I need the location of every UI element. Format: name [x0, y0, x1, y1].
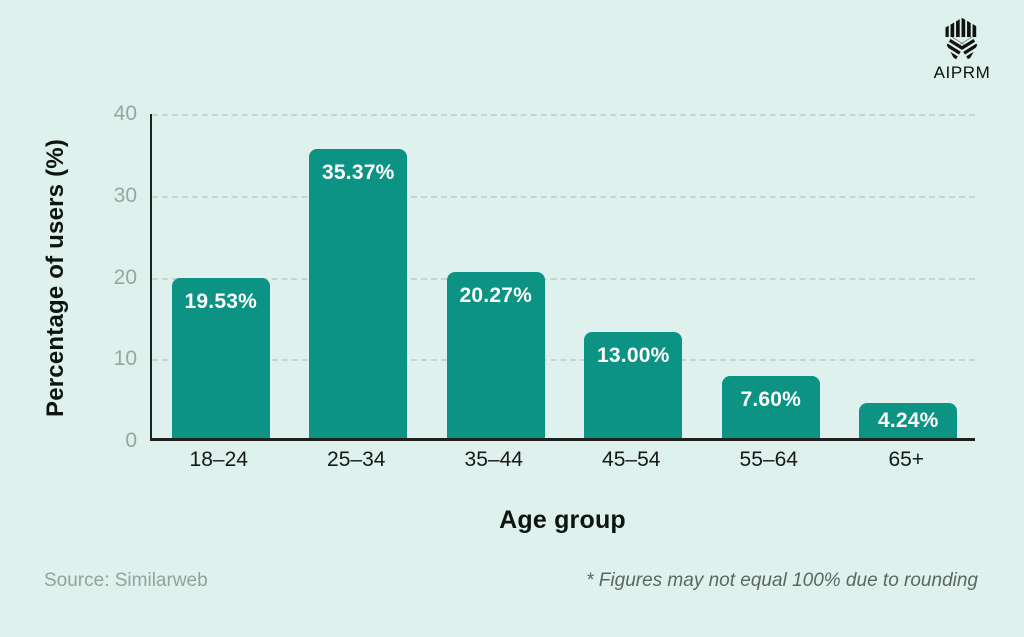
- plot-area: 19.53% 35.37% 20.27% 13.00% 7.60% 4.24%: [150, 114, 975, 441]
- bar-value-label: 19.53%: [184, 290, 257, 314]
- bar-value-label: 35.37%: [322, 160, 395, 184]
- gridline: [152, 114, 975, 116]
- x-tick-label: 45–54: [602, 448, 661, 471]
- y-tick-label: 30: [113, 183, 137, 207]
- aiprm-logo-icon: [941, 17, 983, 60]
- x-tick-label: 65+: [888, 448, 925, 471]
- rounding-note: * Figures may not equal 100% due to roun…: [586, 570, 978, 591]
- y-tick-label: 20: [113, 265, 137, 289]
- brand-logo: AIPRM: [920, 16, 1004, 83]
- y-tick-label: 10: [113, 347, 137, 371]
- bar-65+: 4.24%: [859, 403, 958, 438]
- gridline: [152, 359, 975, 362]
- x-tick-label: 25–34: [327, 448, 386, 471]
- bar-18–24: 19.53%: [171, 278, 270, 438]
- bar-value-label: 20.27%: [459, 284, 532, 308]
- bar-35–44: 20.27%: [446, 272, 545, 438]
- y-tick-label: 0: [125, 429, 137, 452]
- bar-value-label: 4.24%: [877, 409, 939, 433]
- y-axis-ticks: 0 10 20 30 40: [0, 102, 137, 452]
- y-tick-label: 40: [113, 102, 137, 125]
- bar-45–54: 13.00%: [584, 331, 683, 438]
- gridline: [152, 277, 975, 280]
- gridline: [152, 195, 975, 198]
- x-tick-label: 55–64: [739, 448, 798, 471]
- bar-25–34: 35.37%: [309, 148, 408, 438]
- x-axis-labels: 18–24 25–34 35–44 45–54 55–64 65+: [150, 448, 975, 478]
- x-tick-label: 35–44: [464, 448, 523, 471]
- x-axis-title: Age group: [499, 506, 626, 534]
- bar-55–64: 7.60%: [721, 375, 820, 438]
- brand-name: AIPRM: [933, 63, 991, 82]
- bar-value-label: 13.00%: [597, 343, 670, 367]
- source-text: Source: Similarweb: [44, 570, 208, 591]
- x-tick-label: 18–24: [189, 448, 248, 471]
- bar-value-label: 7.60%: [740, 387, 802, 411]
